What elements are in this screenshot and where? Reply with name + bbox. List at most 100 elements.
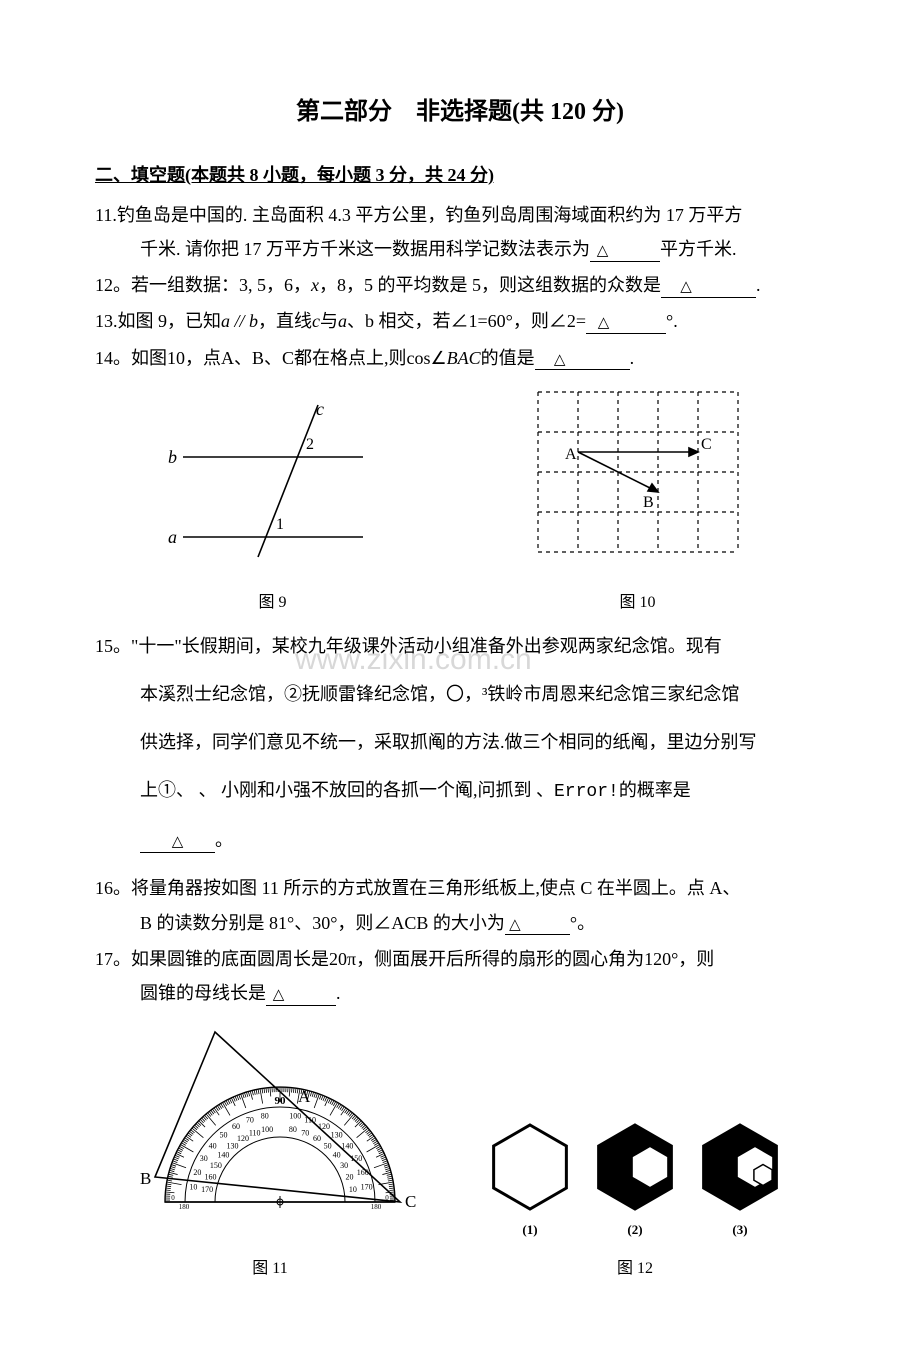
q15-l1: "十一"长假期间，某校九年级课外活动小组准备外出参观两家纪念馆。现有 [131,636,722,656]
svg-text:10: 10 [349,1185,357,1194]
svg-text:10: 10 [189,1183,197,1192]
q11-blank: △ [590,239,660,262]
q16-l1: 将量角器按如图 11 所示的方式放置在三角形纸板上,使点 C 在半圆上。点 A、 [131,878,740,898]
q17-num: 17。 [95,949,131,969]
svg-text:100: 100 [289,1112,301,1121]
q11-line2b: 平方千米. [660,239,737,259]
svg-text:80: 80 [261,1112,269,1121]
q13-avar: a [338,311,347,331]
q12: 12。若一组数据：3, 5，6，x，8，5 的平均数是 5，则这组数据的众数是△… [95,268,825,302]
q15-error: Error! [554,782,619,802]
svg-text:70: 70 [246,1115,254,1124]
svg-text:130: 130 [226,1142,238,1151]
q14-b: 的值是 [481,348,535,368]
fig9: b a c 2 1 图 9 [158,397,388,619]
q12-blank: △ [661,275,756,298]
svg-text:0: 0 [171,1194,175,1202]
svg-text:130: 130 [331,1131,343,1140]
q15-blank: △ [140,830,215,853]
svg-text:140: 140 [341,1142,353,1151]
q12-num: 12。 [95,275,131,295]
svg-text:160: 160 [204,1173,216,1182]
q17-blank: △ [266,983,336,1006]
svg-text:80: 80 [289,1125,297,1134]
fig11-B: B [140,1169,151,1188]
q13-e: 、b 相交，若∠1=60°，则∠2= [347,311,586,331]
fig9-2: 2 [306,436,314,453]
svg-text:60: 60 [313,1134,321,1143]
q15-num: 15。 [95,636,131,656]
fig12-l2: (2) [627,1222,642,1237]
fig10: A C B 图 10 [513,387,763,619]
q17-l2end: . [336,983,341,1003]
q13-a: 如图 9，已知 [118,311,222,331]
fig11-C: C [405,1192,416,1211]
svg-text:180: 180 [371,1203,382,1211]
svg-text:40: 40 [333,1151,341,1160]
q16: 16。将量角器按如图 11 所示的方式放置在三角形纸板上,使点 C 在半圆上。点… [95,871,825,939]
fig11-caption: 图 11 [120,1254,420,1284]
q15-p1: 本溪烈士纪念馆，②抚顺雷锋纪念馆，〇，³铁岭市周恩来纪念馆三家纪念馆 [140,677,825,711]
fig10-svg: A C B [513,387,763,577]
fig11-svg: 1010202030304040505060607070808010010011… [120,1022,420,1242]
q14-blank: △ [535,348,630,371]
q11: 11.钓鱼岛是中国的. 主岛面积 4.3 平方公里，钓鱼列岛周围海域面积约为 1… [95,198,825,266]
fig12: (1) (2) (3) 图 12 [470,1112,800,1284]
fig10-B: B [643,494,654,511]
q14-end: . [630,348,635,368]
fig9-caption: 图 9 [158,588,388,618]
q13: 13.如图 9，已知a // b，直线c与a、b 相交，若∠1=60°，则∠2=… [95,304,825,338]
q14: 14。如图10，点A、B、C都在格点上,则cos∠BAC的值是△. [95,341,825,375]
svg-text:20: 20 [193,1168,201,1177]
q14-a: 如图10，点A、B、C都在格点上,则cos∠ [131,348,447,368]
svg-text:100: 100 [261,1125,273,1134]
fig9-a: a [168,527,177,547]
svg-text:60: 60 [232,1122,240,1131]
figrow-9-10: b a c 2 1 图 9 [95,387,825,619]
q13-c: c [312,311,320,331]
q11-num: 11. [95,205,117,225]
q17-l2a: 圆锥的母线长是 [140,983,266,1003]
svg-text:40: 40 [209,1142,217,1151]
svg-text:150: 150 [350,1154,362,1163]
q12-x: x [311,275,319,295]
q15-p3: 上①、 、 小刚和小强不放回的各抓一个阄,问抓到 、Error!的概率是 [140,773,825,809]
fig12-l1: (1) [522,1222,537,1237]
q15-p2: 供选择，同学们意见不统一，采取抓阄的方法.做三个相同的纸阄，里边分别写 [140,725,825,759]
q15: 15。"十一"长假期间，某校九年级课外活动小组准备外出参观两家纪念馆。现有 [95,629,825,663]
protractor-90: 90 [275,1095,287,1107]
q15-p4: △。 [140,823,825,857]
fig11: 1010202030304040505060607070808010010011… [120,1022,420,1284]
section-title: 第二部分 非选择题(共 120 分) [95,90,825,136]
fig9-1: 1 [276,516,284,533]
svg-text:70: 70 [301,1129,309,1138]
q16-blank: △ [505,913,570,936]
q17: 17。如果圆锥的底面圆周长是20π，侧面展开后所得的扇形的圆心角为120°，则 … [95,942,825,1010]
q16-l2a: B 的读数分别是 81°、30°，则∠ACB 的大小为 [140,913,505,933]
q15-body: 本溪烈士纪念馆，②抚顺雷锋纪念馆，〇，³铁岭市周恩来纪念馆三家纪念馆 www.z… [95,677,825,858]
q13-ab: a // b [221,311,258,331]
svg-text:110: 110 [249,1129,261,1138]
fig10-caption: 图 10 [513,588,763,618]
q14-num: 14。 [95,348,131,368]
fig10-A: A [565,446,577,463]
q13-deg: °. [666,311,678,331]
fig9-svg: b a c 2 1 [158,397,388,577]
svg-text:150: 150 [210,1161,222,1170]
q14-bac: BAC [447,348,481,368]
q11-line1: 钓鱼岛是中国的. 主岛面积 4.3 平方公里，钓鱼列岛周围海域面积约为 17 万… [117,205,743,225]
q11-line2a: 千米. 请你把 17 万平方千米这一数据用科学记数法表示为 [140,239,590,259]
svg-text:30: 30 [340,1161,348,1170]
section-header: 二、填空题(本题共 8 小题，每小题 3 分，共 24 分) [95,158,825,192]
svg-text:20: 20 [346,1173,354,1182]
q12-b: ，8，5 的平均数是 5，则这组数据的众数是 [319,275,661,295]
q12-a: 若一组数据：3, 5，6， [131,275,311,295]
svg-text:170: 170 [201,1185,213,1194]
fig9-b: b [168,447,177,467]
fig12-svg: (1) (2) (3) [470,1112,800,1242]
fig12-l3: (3) [732,1222,747,1237]
q13-d: 与 [320,311,338,331]
svg-text:110: 110 [304,1115,316,1124]
fig11-A: A [298,1087,311,1106]
svg-text:160: 160 [357,1168,369,1177]
